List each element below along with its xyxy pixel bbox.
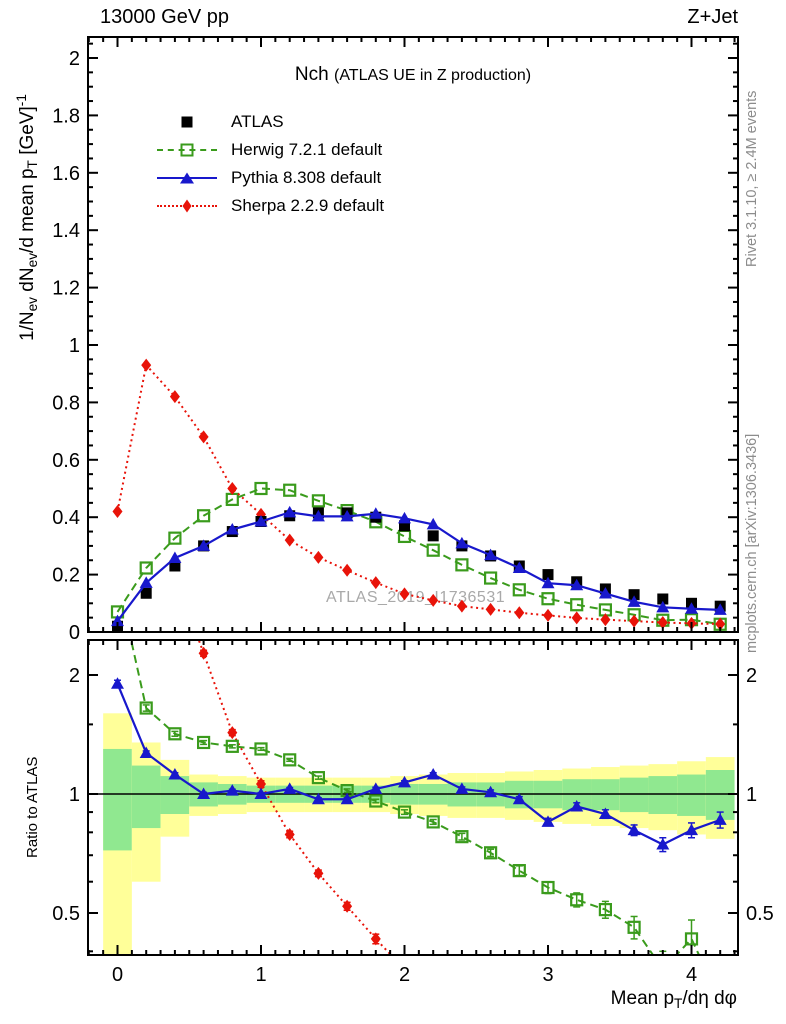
sherpa-marker-icon [155,192,219,220]
ratio-y-axis-label: Ratio to ATLAS [24,756,41,858]
legend-label: Herwig 7.2.1 default [231,140,383,159]
legend-item-pythia: Pythia 8.308 default [155,164,384,192]
legend-item-atlas: ATLAS [155,108,384,136]
analysis-qualifier: (ATLAS UE in Z production) [333,67,532,84]
svg-text:0.8: 0.8 [52,392,80,414]
analysis-id-watermark: ATLAS_2019_I1736531 [326,589,506,606]
svg-text:0: 0 [112,964,123,986]
svg-text:1.8: 1.8 [52,105,80,127]
legend-item-herwig: Herwig 7.2.1 default [155,136,384,164]
svg-text:2: 2 [746,665,757,687]
process-label: Z+Jet [687,6,738,28]
observable-name: Nch [294,64,329,85]
legend: ATLAS Herwig 7.2.1 default Pythia 8.308 … [155,108,384,220]
plot-title: Nch (ATLAS UE in Z production) [88,64,738,86]
svg-text:0.5: 0.5 [52,903,80,925]
svg-text:1.6: 1.6 [52,163,80,185]
svg-text:1: 1 [69,335,80,357]
svg-text:1.2: 1.2 [52,278,80,300]
svg-text:0.5: 0.5 [746,903,774,925]
legend-label: Sherpa 2.2.9 default [231,196,385,215]
legend-label: ATLAS [231,112,284,131]
beam-energy-label: 13000 GeV pp [100,6,229,28]
svg-text:2: 2 [399,964,410,986]
atlas-marker-icon [155,108,219,136]
svg-text:1: 1 [255,964,266,986]
svg-text:0: 0 [69,622,80,644]
svg-text:2: 2 [69,48,80,70]
legend-label: Pythia 8.308 default [231,168,382,187]
svg-text:1: 1 [746,784,757,806]
main-y-axis-label: 1/Nev dNev/d mean pT [GeV]-1 [14,94,40,341]
svg-text:0.4: 0.4 [52,507,80,529]
svg-text:2: 2 [69,665,80,687]
legend-item-sherpa: Sherpa 2.2.9 default [155,192,384,220]
svg-text:1.4: 1.4 [52,220,80,242]
svg-text:4: 4 [686,964,697,986]
svg-text:0.6: 0.6 [52,450,80,472]
svg-text:1: 1 [69,784,80,806]
pythia-marker-icon [155,164,219,192]
mcplots-reference-note: mcplots.cern.ch [arXiv:1306.3436] [744,433,760,653]
rivet-version-note: Rivet 3.1.10, ≥ 2.4M events [744,90,760,267]
herwig-marker-icon [155,136,219,164]
svg-text:3: 3 [542,964,553,986]
x-axis-label: Mean pT/dη dφ [610,988,737,1012]
svg-text:0.2: 0.2 [52,565,80,587]
